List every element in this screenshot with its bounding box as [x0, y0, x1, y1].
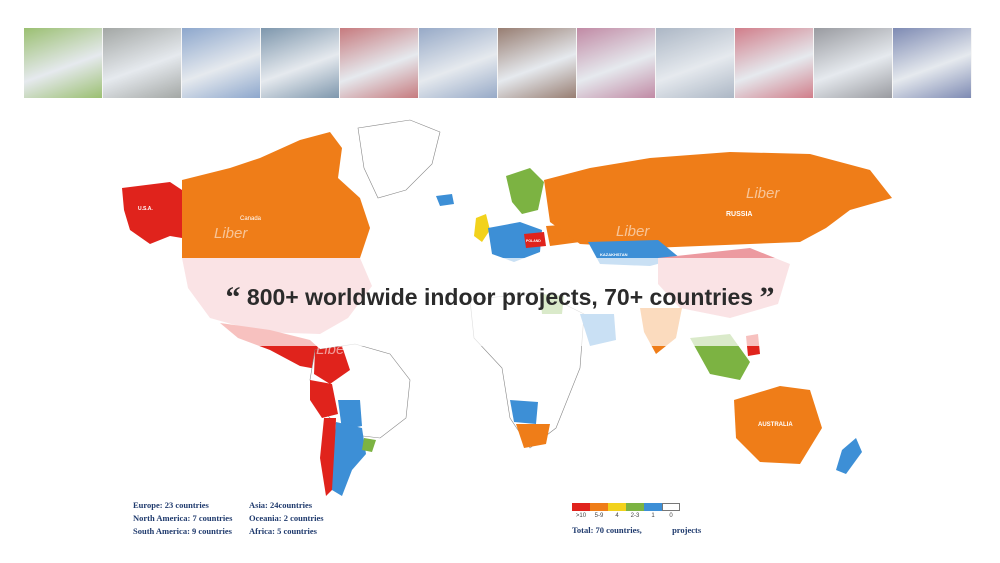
region-uruguay — [362, 438, 376, 452]
legend-label: 4 — [615, 513, 619, 519]
label-kazakhstan: KAZAKHSTAN — [600, 252, 628, 257]
photo-thumbnail — [498, 28, 577, 98]
legend-swatch — [626, 503, 644, 511]
legend-swatch — [644, 503, 662, 511]
region-new-zealand — [836, 438, 862, 474]
stat-europe: Europe: 23 countries — [133, 500, 209, 510]
watermark-russia: Liber — [746, 185, 780, 202]
open-quote: “ — [225, 281, 241, 314]
label-usa: U.S.A. — [138, 206, 153, 212]
legend-label: >10 — [575, 513, 587, 519]
watermark-asia: Liber — [616, 223, 650, 240]
legend-swatch — [608, 503, 626, 511]
legend-swatch — [662, 503, 680, 511]
photo-thumbnail — [656, 28, 735, 98]
region-iceland — [436, 194, 454, 206]
region-canada — [182, 132, 370, 258]
photo-thumbnail — [340, 28, 419, 98]
legend-label: 5-9 — [594, 513, 604, 519]
region-west-europe — [488, 222, 542, 262]
legend-label: 1 — [651, 513, 655, 519]
region-alaska — [122, 182, 182, 244]
region-poland — [524, 232, 546, 248]
photo-thumbnail — [893, 28, 972, 98]
total-prefix: Total: 70 countries, — [572, 525, 642, 535]
stat-south-america: South America: 9 countries — [133, 526, 232, 536]
photo-thumbnail — [735, 28, 814, 98]
total-suffix: projects — [672, 525, 702, 535]
legend-label: 2-3 — [630, 513, 640, 519]
total-summary: Total: 70 countries, projects — [572, 525, 701, 535]
legend-swatch — [590, 503, 608, 511]
headline: “ 800+ worldwide indoor projects, 70+ co… — [0, 281, 1000, 315]
photo-thumbnail — [419, 28, 498, 98]
region-colombia — [314, 346, 350, 384]
legend-label: 0 — [669, 513, 673, 519]
region-africa-blue — [510, 400, 538, 424]
region-scandinavia — [506, 168, 544, 214]
region-chile — [320, 418, 336, 496]
label-poland: POLAND — [526, 239, 541, 243]
region-greenland — [357, 119, 441, 199]
photo-thumbnail — [24, 28, 103, 98]
headline-text: 800+ worldwide indoor projects, 70+ coun… — [246, 284, 754, 310]
region-south-africa — [516, 424, 550, 448]
photo-thumbnail — [182, 28, 261, 98]
photo-thumbnail — [261, 28, 340, 98]
stat-asia: Asia: 24countries — [249, 500, 313, 510]
stat-oceania: Oceania: 2 countries — [249, 513, 324, 523]
photo-strip — [24, 28, 972, 98]
region-bolivia — [338, 400, 362, 430]
headline-band — [0, 258, 1000, 346]
region-russia — [544, 152, 892, 248]
label-australia: AUSTRALIA — [758, 422, 793, 428]
close-quote: ” — [759, 281, 775, 314]
photo-thumbnail — [103, 28, 182, 98]
region-argentina — [332, 422, 366, 496]
photo-thumbnail — [577, 28, 656, 98]
region-uk — [474, 214, 490, 242]
stat-africa: Africa: 5 countries — [249, 526, 317, 536]
legend-swatch — [572, 503, 590, 511]
label-russia: RUSSIA — [726, 211, 752, 218]
region-australia — [734, 386, 822, 464]
label-canada: Canada — [240, 216, 262, 222]
stat-north-america: North America: 7 countries — [133, 513, 233, 523]
watermark-canada: Liber — [214, 225, 248, 242]
region-peru — [310, 380, 338, 418]
photo-thumbnail — [814, 28, 893, 98]
